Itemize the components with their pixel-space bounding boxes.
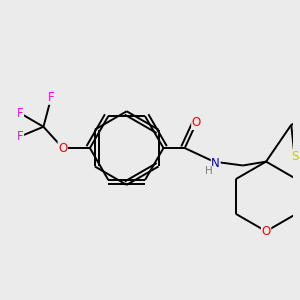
Text: O: O	[261, 225, 271, 238]
Text: O: O	[192, 116, 201, 129]
Text: F: F	[48, 91, 55, 104]
Text: F: F	[17, 130, 23, 143]
Text: F: F	[17, 107, 23, 120]
Text: N: N	[212, 157, 220, 170]
Text: O: O	[58, 142, 68, 154]
Text: S: S	[291, 150, 298, 163]
Text: H: H	[205, 166, 213, 176]
